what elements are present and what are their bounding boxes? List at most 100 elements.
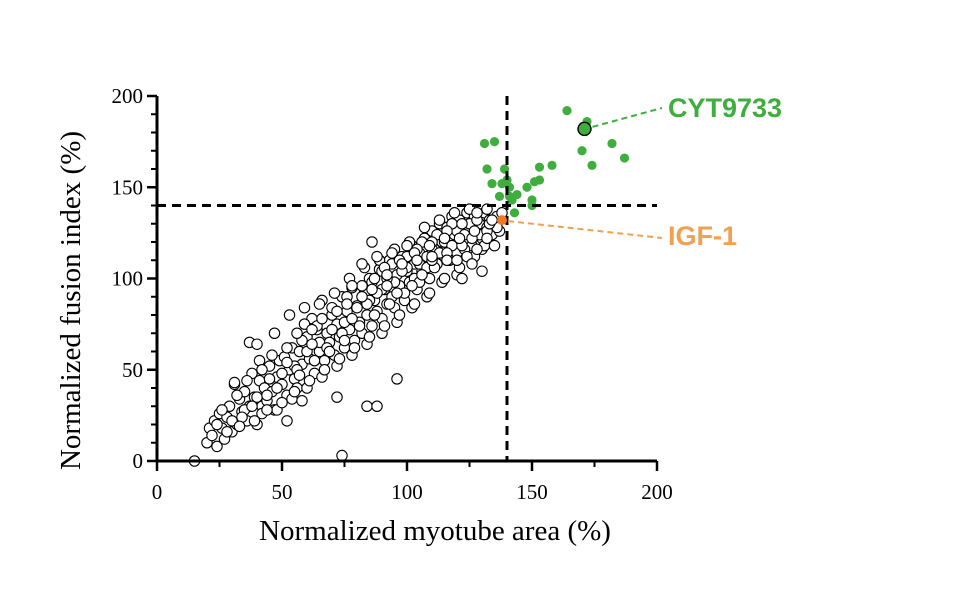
- screen-compound-point: [393, 309, 406, 321]
- x-axis-title: Normalized myotube area (%): [259, 515, 611, 547]
- screen-compound-point: [386, 247, 398, 259]
- screen-compound-point: [221, 426, 233, 438]
- x-tick-label: 200: [641, 480, 673, 504]
- y-tick-label: 50: [122, 358, 143, 382]
- screen-compound-point: [348, 342, 361, 354]
- screen-compound-point: [361, 400, 373, 412]
- screen-compound-point: [281, 415, 293, 427]
- screen-compound-point: [206, 429, 218, 442]
- screen-compound-point: [391, 373, 403, 385]
- screen-compound-point: [368, 309, 381, 321]
- hit-compound-point: [522, 182, 532, 192]
- screen-compound-point: [408, 298, 421, 310]
- screen-compound-point: [261, 389, 273, 402]
- screen-compound-point: [383, 298, 396, 310]
- cyt9733-label: CYT9733: [668, 93, 782, 123]
- screen-compound-point: [248, 415, 261, 427]
- hit-compound-point: [487, 179, 497, 189]
- screen-compound-point: [313, 298, 326, 310]
- screen-compound-point: [266, 349, 278, 361]
- hit-compound-point: [607, 138, 617, 149]
- screen-compound-point: [378, 320, 391, 332]
- hit-compound-point: [494, 191, 505, 201]
- screen-compound-point: [328, 287, 341, 299]
- screen-compound-point: [406, 280, 418, 292]
- screen-compound-point: [416, 269, 428, 281]
- screen-compound-point: [333, 353, 346, 365]
- screen-compound-point: [466, 258, 478, 270]
- screen-compound-point: [246, 400, 258, 412]
- screen-compound-point: [371, 400, 383, 412]
- screen-compound-point: [233, 420, 246, 433]
- hit-compound-point: [587, 160, 597, 170]
- screen-compound-point: [323, 345, 336, 358]
- hit-compound-point: [619, 153, 630, 163]
- screen-compound-point: [481, 232, 493, 245]
- igf1-leader-line: [507, 220, 663, 239]
- screen-compound-point: [276, 396, 288, 409]
- screen-compound-point: [471, 243, 483, 256]
- screen-compound-point: [356, 280, 368, 292]
- screen-compound-point: [423, 239, 436, 252]
- screen-compound-point: [456, 218, 468, 230]
- screen-compound-point: [306, 338, 318, 350]
- screen-compound-point: [438, 272, 451, 285]
- screen-compound-point: [401, 239, 413, 252]
- screen-compound-point: [438, 232, 451, 245]
- screen-compound-point: [271, 382, 283, 394]
- screen-compound-point: [356, 290, 368, 303]
- screen-compound-point: [371, 250, 383, 263]
- screen-compound-point: [346, 312, 358, 325]
- igf1-label: IGF-1: [668, 221, 737, 251]
- screen-compound-point: [251, 338, 263, 350]
- screen-compound-point: [341, 298, 353, 310]
- screen-compound-point: [293, 369, 306, 381]
- hit-compound-point: [479, 138, 490, 149]
- hit-compound-point: [512, 189, 522, 200]
- screen-compound-point: [396, 258, 408, 270]
- screen-compound-point: [486, 214, 498, 226]
- screen-compound-point: [368, 272, 381, 285]
- highlight-markers: [497, 121, 592, 226]
- screen-compound-point: [391, 287, 403, 299]
- screen-compound-point: [356, 258, 368, 270]
- screen-compound-point: [453, 232, 466, 245]
- y-tick-label: 0: [133, 449, 144, 473]
- hit-compound-point: [534, 162, 545, 172]
- screen-compound-point: [346, 280, 358, 292]
- screen-compound-point: [318, 363, 331, 376]
- y-tick-label: 150: [112, 175, 144, 199]
- screen-compound-point: [281, 356, 293, 369]
- screen-compound-point: [418, 221, 431, 234]
- screen-compound-point: [263, 373, 276, 385]
- screen-compound-point: [326, 323, 338, 336]
- screen-compound-point: [281, 342, 293, 354]
- screen-compound-point: [306, 323, 318, 336]
- screen-compound-point: [296, 395, 308, 407]
- screen-compound-point: [298, 301, 311, 314]
- screen-compound-point: [216, 404, 228, 416]
- screen-compound-point: [316, 312, 328, 325]
- y-tick-label: 100: [112, 267, 144, 291]
- screen-compound-point: [228, 376, 241, 389]
- screen-compound-point: [276, 367, 288, 380]
- screen-compound-point: [366, 320, 378, 332]
- screen-compound-point: [451, 254, 463, 267]
- threshold-lines: [157, 96, 657, 461]
- y-tick-label: 200: [112, 84, 144, 108]
- x-tick-label: 50: [272, 480, 293, 504]
- x-tick-label: 100: [391, 480, 423, 504]
- screen-compound-point: [268, 327, 281, 339]
- screen-compound-point: [488, 239, 501, 252]
- screen-compound-point: [441, 254, 453, 267]
- hit-compound-point: [509, 208, 520, 218]
- screen-compound-point: [351, 301, 363, 314]
- hit-compound-point: [547, 160, 557, 170]
- screen-compound-point: [363, 331, 376, 343]
- axis-ticks: 0 50 100 150 200 0 50 100 150 200: [112, 84, 673, 504]
- igf1-point: [497, 215, 507, 226]
- x-tick-label: 0: [152, 480, 163, 504]
- screen-compound-point: [338, 334, 351, 347]
- screen-compound-point: [423, 287, 436, 299]
